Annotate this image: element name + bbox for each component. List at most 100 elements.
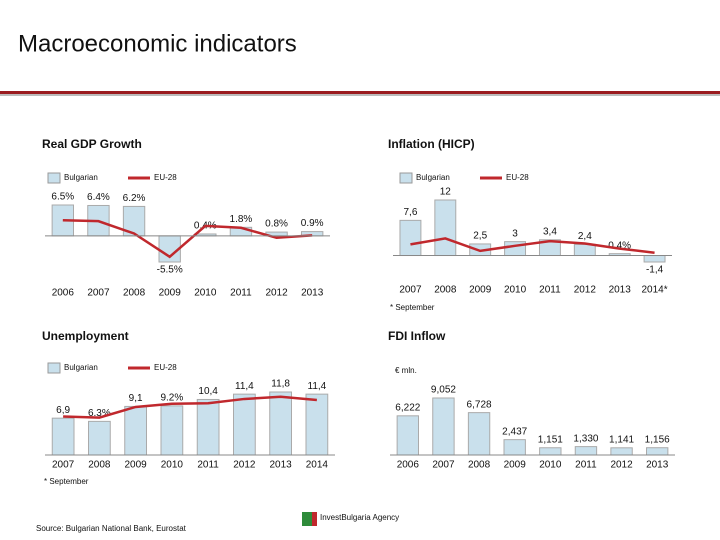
logo: InvestBulgaria Agency: [302, 512, 399, 526]
x-tick-label: 2006: [52, 288, 75, 299]
x-tick-label: 2008: [468, 460, 491, 471]
value-label: 1,151: [538, 434, 563, 445]
legend-label: Bulgarian: [416, 173, 450, 182]
value-label: 3,4: [543, 226, 557, 237]
x-tick-label: 2009: [469, 285, 492, 296]
bar: [124, 405, 147, 456]
logo-icon: [312, 512, 317, 526]
value-label: -1,4: [646, 265, 664, 276]
value-label: 0.4%: [608, 240, 631, 251]
value-label: 0.9%: [301, 218, 324, 229]
unit-label: € mln.: [395, 366, 417, 375]
value-label: 11,4: [235, 381, 254, 392]
x-tick-label: 2012: [610, 460, 633, 471]
value-label: 1,330: [573, 433, 598, 444]
legend-label: EU-28: [154, 173, 177, 182]
x-tick-label: 2009: [125, 460, 148, 471]
bar: [503, 439, 526, 456]
bar: [610, 447, 633, 456]
slide-title: Macroeconomic indicators: [18, 30, 297, 57]
logo-text: InvestBulgaria Agency: [320, 513, 399, 522]
value-label: 2,5: [473, 231, 487, 242]
value-label: 1,156: [645, 434, 670, 445]
value-label: 6.3%: [88, 408, 111, 419]
legend-label: EU-28: [506, 173, 529, 182]
legend-swatch: [47, 172, 61, 184]
x-tick-label: 2007: [52, 460, 75, 471]
bar: [399, 219, 422, 257]
bar: [539, 447, 562, 456]
x-tick-label: 2008: [434, 285, 457, 296]
value-label: 9,052: [431, 385, 456, 396]
value-label: 0.8%: [265, 219, 288, 230]
chart-title: FDI Inflow: [388, 329, 446, 343]
x-tick-label: 2008: [123, 288, 146, 299]
legend-label: Bulgarian: [64, 173, 98, 182]
chart-title: Real GDP Growth: [42, 137, 142, 151]
bar: [160, 405, 184, 456]
chart-title: Unemployment: [42, 329, 129, 343]
bar: [305, 393, 329, 456]
bar: [432, 397, 455, 456]
x-tick-label: 2012: [233, 460, 256, 471]
x-tick-label: 2010: [539, 460, 562, 471]
x-tick-label: 2007: [87, 288, 110, 299]
bar: [434, 199, 457, 257]
x-tick-label: 2009: [504, 460, 527, 471]
bar: [396, 415, 419, 456]
value-label: 7,6: [403, 207, 417, 218]
value-label: 9.2%: [160, 393, 183, 404]
value-label: 9,1: [129, 393, 143, 404]
value-label: 12: [440, 187, 452, 198]
value-label: 10,4: [198, 386, 218, 397]
x-tick-label: 2013: [646, 460, 669, 471]
x-tick-label: 2011: [197, 460, 219, 471]
x-tick-label: 2012: [265, 288, 288, 299]
x-tick-label: 2008: [88, 460, 111, 471]
value-label: 6.2%: [123, 193, 146, 204]
value-label: 6,9: [56, 405, 70, 416]
x-tick-label: 2010: [161, 460, 184, 471]
value-label: 3: [512, 228, 518, 239]
x-tick-label: 2009: [159, 288, 182, 299]
bar: [51, 417, 75, 456]
value-label: 1,141: [609, 434, 634, 445]
bar: [643, 255, 666, 263]
value-label: 2,437: [502, 426, 527, 437]
title-rule-shadow: [0, 94, 720, 96]
bar: [573, 243, 596, 257]
bar: [467, 412, 491, 456]
bar: [233, 393, 256, 456]
legend-swatch: [399, 172, 413, 184]
line-series: [410, 237, 655, 254]
x-tick-label: 2014*: [641, 285, 667, 296]
x-tick-label: 2013: [270, 460, 293, 471]
line-series: [63, 395, 317, 419]
bar: [88, 420, 111, 456]
bar: [196, 398, 220, 456]
value-label: 6,222: [395, 402, 420, 413]
source: Source: Bulgarian National Bank, Eurosta…: [36, 524, 187, 533]
bar: [646, 447, 669, 456]
bar: [574, 446, 598, 456]
x-tick-label: 2011: [230, 288, 252, 299]
legend-label: Bulgarian: [64, 363, 98, 372]
x-tick-label: 2007: [432, 460, 455, 471]
x-tick-label: 2012: [574, 285, 597, 296]
value-label: 6,728: [467, 399, 492, 410]
value-label: 6.4%: [87, 192, 110, 203]
legend-swatch: [47, 362, 61, 374]
bar: [269, 391, 292, 456]
x-tick-label: 2010: [504, 285, 527, 296]
footnote: * September: [44, 477, 89, 486]
x-tick-label: 2006: [397, 460, 420, 471]
x-tick-label: 2011: [575, 460, 597, 471]
value-label: 2,4: [578, 231, 592, 242]
footnote: * September: [390, 303, 435, 312]
title-rule: [0, 91, 720, 94]
value-label: -5.5%: [157, 265, 183, 276]
logo-icon: [302, 512, 312, 526]
x-tick-label: 2013: [609, 285, 632, 296]
value-label: 6.5%: [51, 192, 74, 203]
